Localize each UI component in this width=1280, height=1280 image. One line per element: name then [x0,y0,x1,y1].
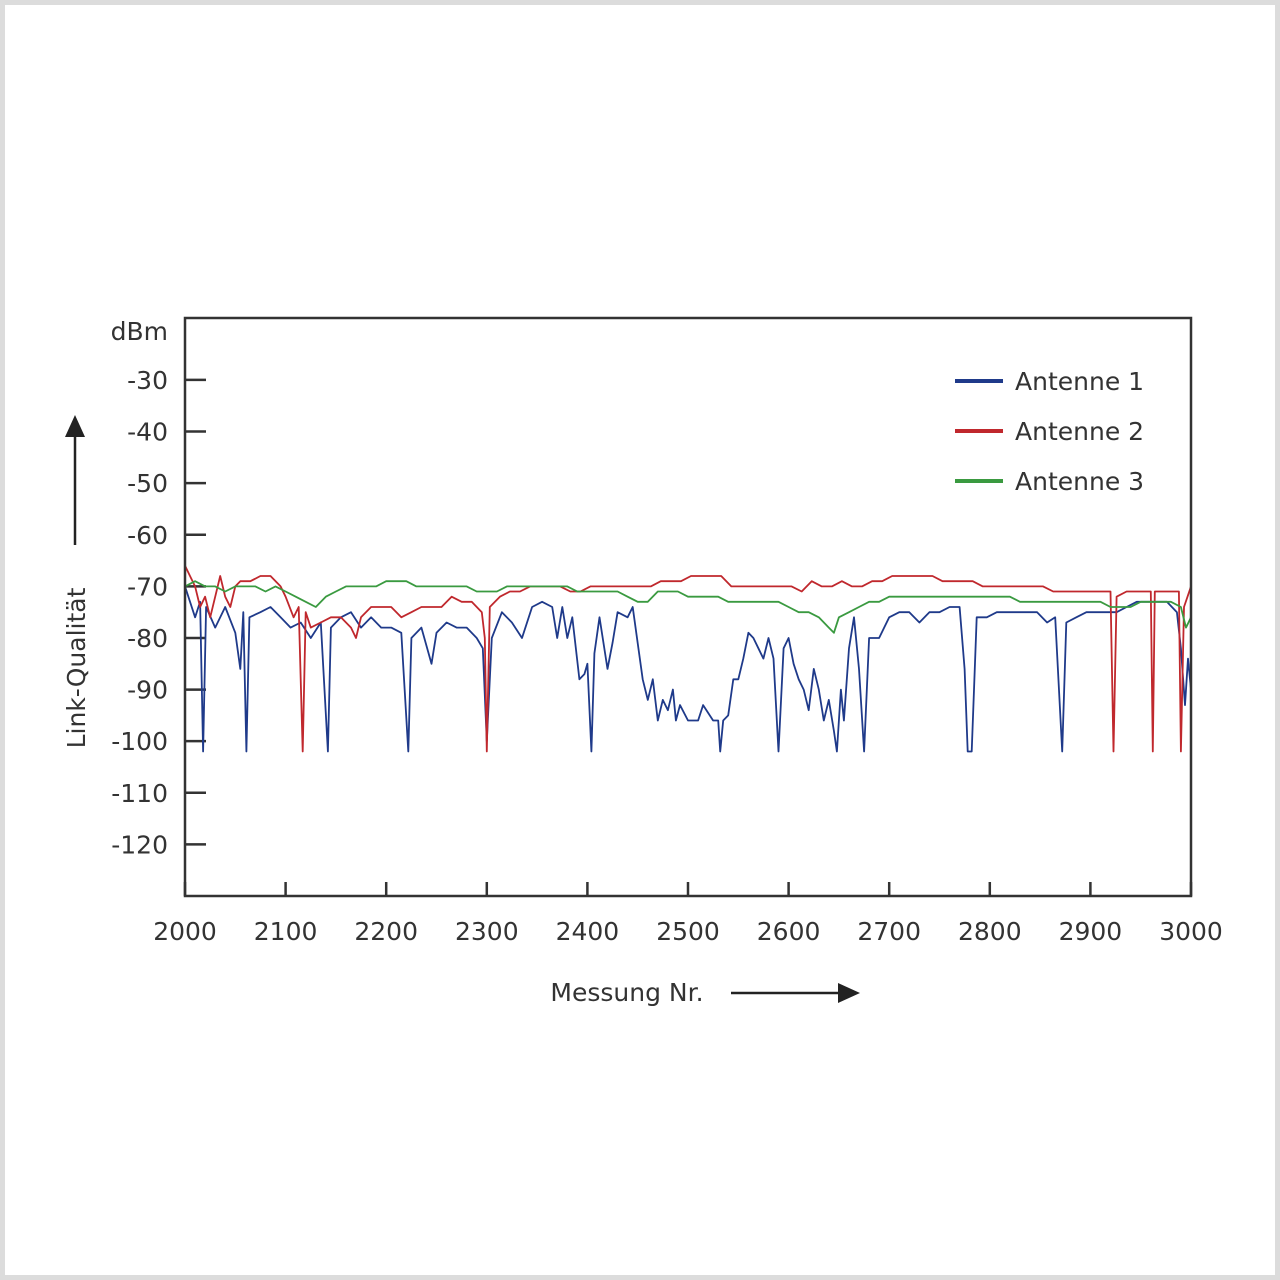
x-tick-label: 2900 [1059,917,1123,946]
y-tick-label: -80 [127,624,168,653]
y-tick-label: -40 [127,418,168,447]
x-tick-label: 2100 [254,917,318,946]
legend-label: Antenne 1 [1015,367,1144,396]
x-tick-label: 2500 [656,917,720,946]
x-axis-title: Messung Nr. [550,978,703,1007]
x-tick-label: 2300 [455,917,519,946]
line-chart: -30 -40 -50 -60 -70 -80 -90 -100 -110 -120 2000 21… [62,316,1223,1007]
x-axis-arrow [731,983,860,1003]
x-tick-label: 2800 [958,917,1022,946]
y-tick-label: -90 [127,676,168,705]
y-tick-label: -50 [127,469,168,498]
x-axis: 2000 2100 2200 2300 2400 2500 2600 2700 2800 2900… [153,882,1223,946]
y-tick-label: -60 [127,521,168,550]
series-line-antenne-1 [184,586,1192,753]
x-tick-label: 2600 [757,917,821,946]
series-layer [184,565,1192,753]
y-tick-label: -70 [127,572,168,601]
y-axis-title: Link-Qualität [62,587,91,748]
legend-label: Antenne 3 [1015,467,1144,496]
series-line-antenne-2 [184,565,1192,753]
series-line-antenne-3 [184,580,1192,634]
y-tick-label: -30 [127,366,168,395]
y-axis: -30 -40 -50 -60 -70 -80 -90 -100 -110 -120 [111,366,206,859]
y-tick-label: -110 [111,779,168,808]
legend-label: Antenne 2 [1015,417,1144,446]
x-tick-label: 2200 [354,917,418,946]
plot-area-border [183,316,1193,898]
y-axis-arrow [65,415,85,545]
legend: Antenne 1 Antenne 2 Antenne 3 [955,367,1144,496]
y-tick-label: -120 [111,830,168,859]
x-tick-label: 2000 [153,917,217,946]
x-tick-label: 2400 [556,917,620,946]
chart-frame: -30 -40 -50 -60 -70 -80 -90 -100 -110 -120 2000 21… [5,5,1275,1275]
x-tick-label: 2700 [857,917,921,946]
y-tick-label: -100 [111,727,168,756]
x-tick-label: 3000 [1159,917,1223,946]
y-unit-label: dBm [111,317,168,346]
